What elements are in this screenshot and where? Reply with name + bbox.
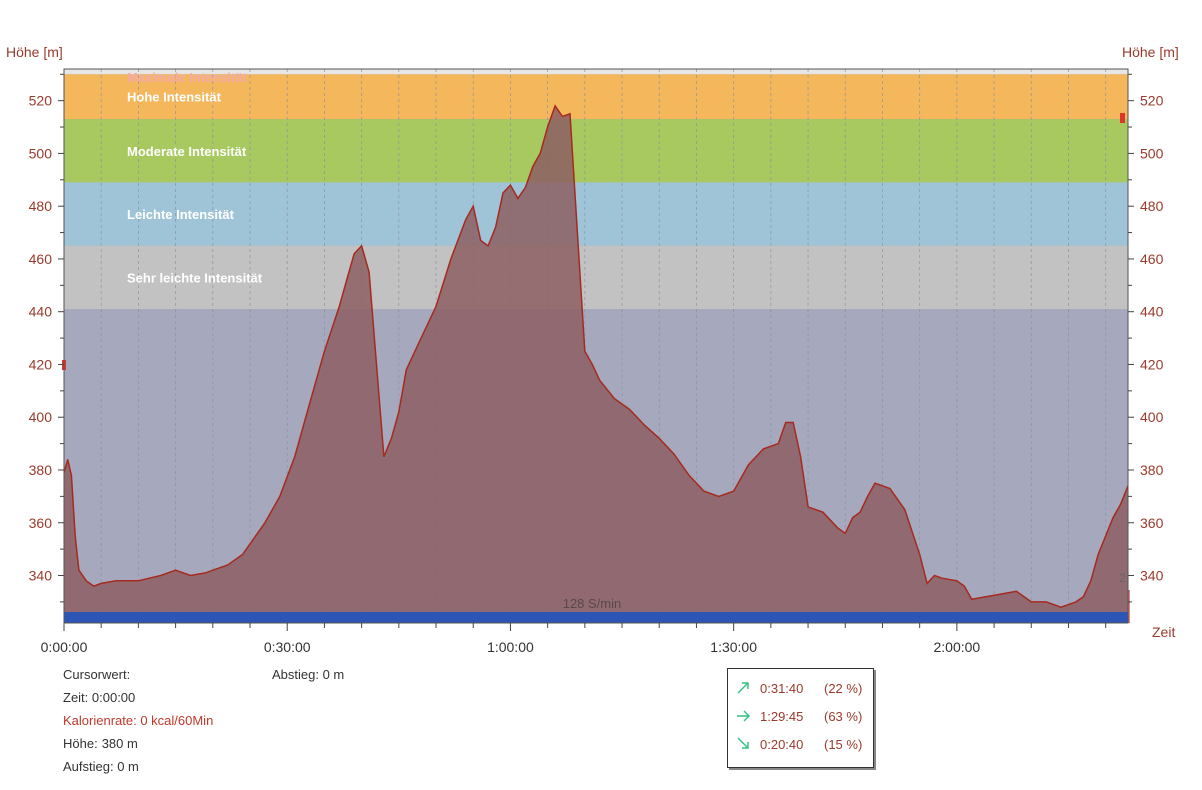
summary-row-flat: 1:29:45 (63 %) [728,707,873,727]
y-tick-label-right: 480 [1140,198,1164,214]
summary-descent-percent: (15 %) [824,737,863,752]
y-tick-label-left: 420 [29,356,53,372]
summary-row-ascent: 0:31:40 (22 %) [728,679,873,699]
arrow-down-right-icon [737,737,749,749]
zone-label: Moderate Intensität [127,144,247,159]
zone-band-0 [64,69,1128,75]
gradient-summary-box: 0:31:40 (22 %) 1:29:45 (63 %) 0:20:40 (1… [727,668,874,768]
y-tick-label-left: 480 [29,198,53,214]
y-tick-label-right: 340 [1140,568,1164,584]
y-tick-label-right: 400 [1140,409,1164,425]
y-tick-label-right: 520 [1140,93,1164,109]
cursor-value-label: Cursorwert: [63,667,131,682]
y-tick-label-left: 340 [29,568,53,584]
y-tick-label-right: 360 [1140,515,1164,531]
y-tick-label-left: 500 [29,145,53,161]
x-tick-label: 2:00:00 [934,639,981,655]
y-tick-label-left: 440 [29,304,53,320]
summary-flat-time: 1:29:45 [760,709,804,724]
y-axis-label-left: Höhe [m] [6,44,63,60]
summary-ascent-percent: (22 %) [824,681,863,696]
arrow-up-right-icon [737,682,749,694]
x-tick-label: 1:30:00 [710,639,757,655]
summary-row-descent: 0:20:40 (15 %) [728,735,873,755]
y-tick-label-right: 460 [1140,251,1164,267]
cadence-bar [64,612,1128,623]
y-tick-label-right: 420 [1140,356,1164,372]
x-tick-label: 0:00:00 [41,639,88,655]
cursor-descent: Abstieg: 0 m [272,667,345,682]
summary-descent-time: 0:20:40 [760,737,804,752]
cursor-ascent: Aufstieg: 0 m [63,759,139,774]
cursor-time: Zeit: 0:00:00 [63,690,136,705]
x-tick-label: 1:00:00 [487,639,534,655]
right-edge-marker [1120,113,1125,123]
zone-label: Hohe Intensität [127,90,222,105]
cadence-label: 128 S/min [563,596,622,611]
summary-ascent-time: 0:31:40 [760,681,804,696]
elevation-area [64,105,1128,613]
zone-label: Sehr leichte Intensität [127,270,263,285]
end-marker-label: 2 [1119,571,1126,585]
plot-frame [63,68,1129,624]
y-tick-label-left: 520 [29,93,53,109]
elevation-line [63,104,1129,608]
cursor-elevation: Höhe: 380 m [63,736,138,751]
zone-band-1 [64,74,1128,120]
cursor-elevation-label: Höhe: [63,736,98,751]
zone-band-4 [64,245,1128,310]
summary-flat-percent: (63 %) [824,709,863,724]
arrow-right-icon [737,710,750,722]
y-tick-label-right: 380 [1140,462,1164,478]
zone-band-3 [64,182,1128,246]
y-tick-label-left: 360 [29,515,53,531]
y-tick-label-right: 500 [1140,145,1164,161]
y-axis-label-right: Höhe [m] [1122,44,1179,60]
cursor-elevation-value: 380 m [101,736,138,751]
zone-band-2 [64,119,1128,183]
zone-label: Maximale Intensität [127,70,248,85]
x-tick-label: 0:30:00 [264,639,311,655]
x-axis-label: Zeit [1152,624,1176,640]
y-tick-label-left: 400 [29,409,53,425]
cursor-calorie-rate: Kalorienrate: 0 kcal/60Min [63,713,214,728]
zone-label: Leichte Intensität [127,207,235,222]
y-tick-label-right: 440 [1140,304,1164,320]
y-tick-label-left: 460 [29,251,53,267]
y-tick-label-left: 380 [29,462,53,478]
